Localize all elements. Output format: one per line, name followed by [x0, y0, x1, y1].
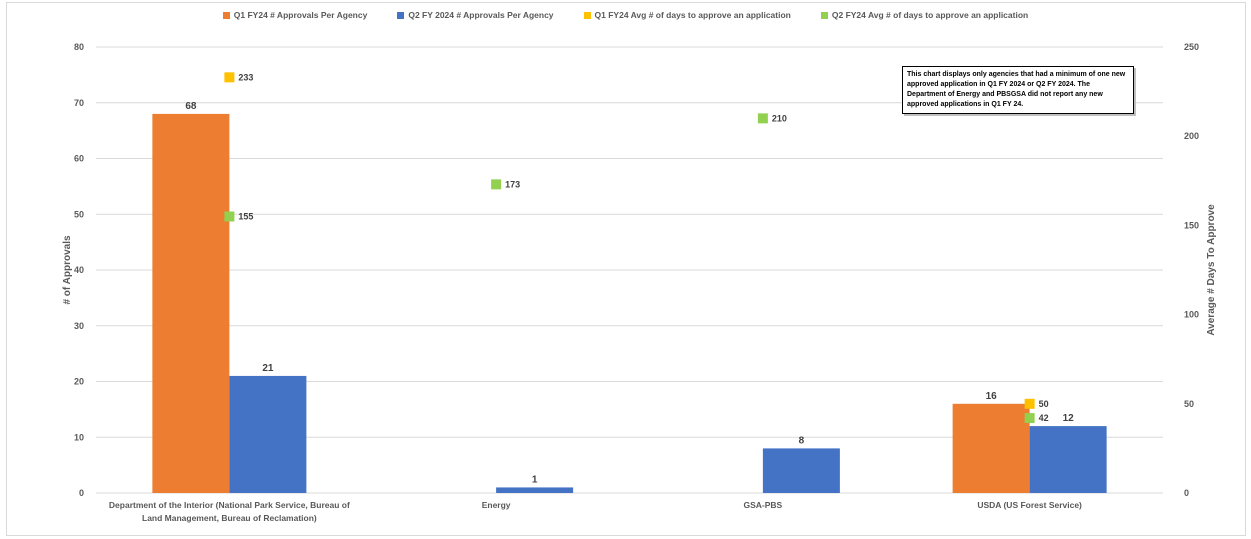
bar-value-label: 8	[799, 435, 805, 446]
labels: 01020304050607080050100150200250Departme…	[74, 42, 1199, 523]
marker-value-label: 210	[772, 113, 787, 123]
y-tick-label: 40	[74, 265, 84, 275]
bars	[152, 113, 1107, 494]
legend-item-q1-approvals: Q1 FY24 # Approvals Per Agency	[222, 10, 368, 20]
x-tick-label: Land Management, Bureau of Reclamation)	[142, 513, 317, 523]
y-axis-title: # of Approvals	[62, 235, 73, 305]
bar-value-label: 1	[532, 474, 538, 485]
legend-label-q1-avg-days: Q1 FY24 Avg # of days to approve an appl…	[594, 10, 791, 20]
x-tick-label: Department of the Interior (National Par…	[109, 500, 350, 510]
x-tick-label: USDA (US Forest Service)	[977, 500, 1082, 510]
y2-tick-label: 150	[1184, 220, 1199, 230]
marker-point	[1024, 398, 1035, 409]
marker-value-label: 233	[238, 72, 253, 82]
marker-value-label: 50	[1039, 399, 1049, 409]
bar-value-label: 21	[262, 363, 274, 374]
legend-item-q1-avg-days: Q1 FY24 Avg # of days to approve an appl…	[583, 10, 791, 20]
marker-point	[224, 72, 235, 83]
y2-axis-title: Average # Days To Approve	[1206, 204, 1217, 336]
y-tick-label: 80	[74, 42, 84, 52]
bar-value-label: 12	[1063, 413, 1075, 424]
legend-item-q2-avg-days: Q2 FY24 Avg # of days to approve an appl…	[820, 10, 1029, 20]
legend-swatch-q1-approvals	[222, 11, 230, 19]
legend-label-q2-avg-days: Q2 FY24 Avg # of days to approve an appl…	[831, 10, 1029, 20]
legend-item-q2-approvals: Q2 FY 2024 # Approvals Per Agency	[397, 10, 554, 20]
marker-point	[491, 179, 502, 190]
legend-swatch-q2-approvals	[397, 11, 405, 19]
bar	[229, 375, 307, 493]
legend-swatch-q2-avg-days	[820, 11, 828, 19]
chart-legend: Q1 FY24 # Approvals Per Agency Q2 FY 202…	[0, 10, 1251, 20]
y-tick-label: 10	[74, 432, 84, 442]
bar	[1029, 426, 1107, 493]
bar	[762, 448, 840, 493]
y2-tick-label: 200	[1184, 131, 1199, 141]
marker-value-label: 42	[1039, 413, 1049, 423]
bar-value-label: 16	[986, 391, 998, 402]
y-tick-label: 50	[74, 209, 84, 219]
y2-tick-label: 100	[1184, 310, 1199, 320]
marker-point	[1024, 413, 1035, 424]
legend-swatch-q1-avg-days	[583, 11, 591, 19]
y-tick-label: 60	[74, 154, 84, 164]
y-tick-label: 70	[74, 98, 84, 108]
y-tick-label: 20	[74, 377, 84, 387]
legend-label-q2-approvals: Q2 FY 2024 # Approvals Per Agency	[408, 10, 554, 20]
marker-value-label: 155	[238, 211, 253, 221]
y-tick-label: 0	[79, 488, 84, 498]
y2-tick-label: 0	[1184, 488, 1189, 498]
bar-value-label: 68	[185, 101, 197, 112]
grid-lines	[96, 46, 1163, 494]
bar	[952, 403, 1030, 493]
markers	[224, 72, 1035, 424]
marker-point	[224, 211, 235, 222]
y2-tick-label: 250	[1184, 42, 1199, 52]
x-tick-label: GSA-PBS	[744, 500, 783, 510]
marker-point	[757, 113, 768, 124]
y2-tick-label: 50	[1184, 399, 1194, 409]
chart-note: This chart displays only agencies that h…	[902, 66, 1134, 114]
legend-label-q1-approvals: Q1 FY24 # Approvals Per Agency	[233, 10, 368, 20]
x-tick-label: Energy	[482, 500, 511, 510]
bar	[152, 113, 230, 494]
y-tick-label: 30	[74, 321, 84, 331]
bar	[496, 487, 574, 493]
marker-value-label: 173	[505, 179, 520, 189]
